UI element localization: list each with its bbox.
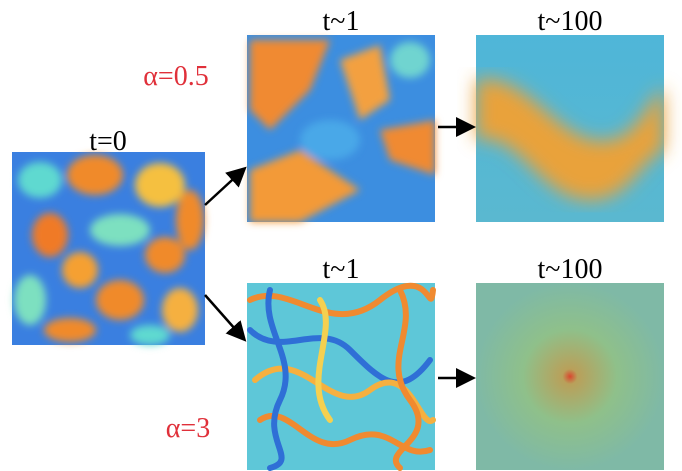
initial-field bbox=[12, 152, 205, 345]
arrows bbox=[204, 117, 476, 388]
time-label: t~100 bbox=[538, 6, 603, 37]
time-label: t~1 bbox=[323, 6, 360, 37]
time-label: t~100 bbox=[538, 254, 603, 285]
field-top-early bbox=[247, 35, 435, 222]
field-bottom-late bbox=[476, 283, 664, 470]
time-label: t~1 bbox=[323, 254, 360, 285]
alpha-label: α=3 bbox=[166, 413, 210, 444]
time-label: t=0 bbox=[89, 126, 127, 157]
alpha-label: α=0.5 bbox=[143, 61, 208, 92]
field-top-late bbox=[476, 35, 664, 222]
field-bottom-early bbox=[247, 282, 436, 471]
